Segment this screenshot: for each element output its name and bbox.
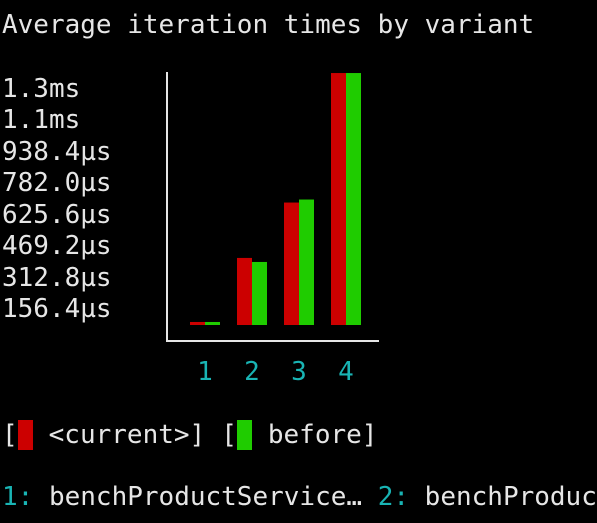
x-tick-label: 3: [291, 357, 307, 387]
bar-current-1: [190, 321, 205, 325]
legend-label-current: <current>]: [48, 420, 206, 450]
legend: [ <current>] [ before]: [2, 420, 377, 450]
legend-swatch-before: [236, 420, 252, 450]
x-tick-label: 4: [338, 357, 354, 387]
bar-current-3: [284, 202, 299, 325]
chart-title: Average iteration times by variant: [2, 10, 535, 40]
y-tick-label: 469.2µs: [2, 231, 112, 262]
x-tick-label: 2: [244, 357, 260, 387]
y-tick-label: 156.4µs: [2, 294, 112, 324]
bar-before-1: [205, 321, 220, 325]
footer-index-2: 2:: [377, 482, 410, 512]
x-tick-label: 1: [197, 357, 213, 387]
legend-label-before: before]: [267, 420, 378, 450]
bar-before-3: [299, 199, 314, 325]
y-tick-label: 625.6µs: [2, 199, 112, 230]
bar-current-2: [237, 257, 252, 325]
y-tick-label: 1.1ms: [2, 105, 81, 136]
legend-bracket-before: [: [221, 420, 237, 450]
bars-group: [190, 73, 361, 325]
bar-before-4: [346, 73, 361, 325]
footer-index-1: 1:: [2, 482, 34, 512]
bar-chart: [166, 72, 379, 342]
bar-current-4: [331, 73, 346, 325]
y-tick-label: 312.8µs: [2, 262, 112, 293]
bar-before-2: [252, 261, 267, 325]
y-tick-label: 1.3ms: [2, 74, 81, 104]
y-tick-label: 782.0µs: [2, 168, 112, 199]
footer-variant-1: benchProductService…: [48, 482, 363, 512]
y-tick-label: 938.4µs: [2, 136, 112, 167]
variant-key-footer: 1: benchProductService… 2: benchProduc: [2, 482, 597, 512]
legend-swatch-current: [17, 420, 33, 450]
legend-bracket-current: [: [2, 420, 18, 450]
footer-variant-2: benchProduc: [424, 482, 597, 512]
